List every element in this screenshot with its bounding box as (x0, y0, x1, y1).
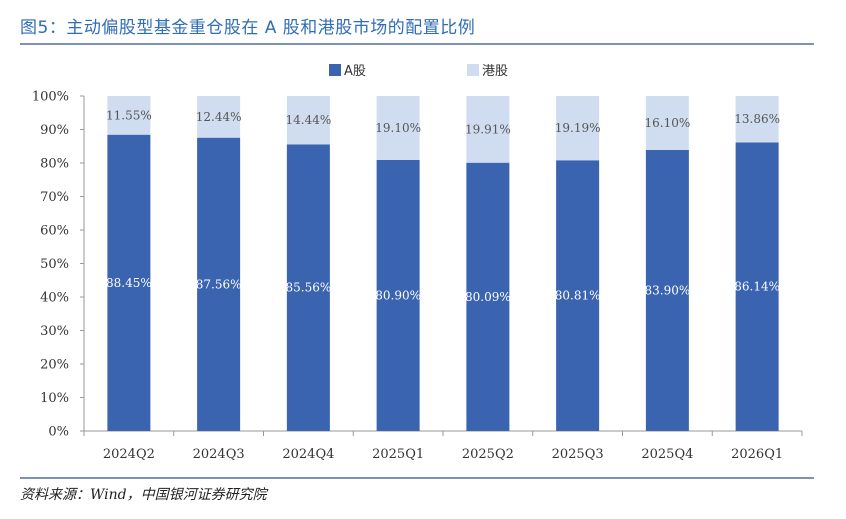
data-label-hk-share: 19.91% (465, 122, 511, 136)
y-tick-label: 10% (40, 391, 69, 406)
bar-hk-share (376, 96, 420, 160)
bar-hk-share (466, 96, 510, 163)
source-divider (20, 477, 814, 479)
title-divider (20, 43, 814, 45)
x-tick-label: 2024Q4 (282, 447, 334, 462)
bar-a-share (197, 137, 241, 431)
data-label-hk-share: 12.44% (196, 110, 242, 124)
y-tick-label: 0% (48, 425, 69, 440)
bar-hk-share (286, 96, 330, 145)
x-tick-label: 2025Q2 (462, 447, 514, 462)
data-label-a-share: 80.90% (375, 288, 421, 302)
bar-a-share (376, 159, 420, 432)
y-tick-label: 70% (40, 190, 69, 205)
data-label-a-share: 85.56% (285, 281, 331, 295)
data-label-a-share: 87.56% (196, 277, 242, 291)
data-label-hk-share: 16.10% (644, 116, 690, 130)
bar-a-share (556, 160, 600, 431)
y-tick-label: 100% (32, 90, 69, 105)
source-note: 资料来源：Wind，中国银河证券研究院 (20, 487, 267, 503)
data-label-hk-share: 13.86% (734, 112, 780, 126)
data-label-a-share: 88.45% (106, 276, 152, 290)
data-label-hk-share: 11.55% (106, 108, 152, 122)
data-label-a-share: 83.90% (644, 283, 690, 297)
data-label-hk-share: 14.44% (285, 113, 331, 127)
bar-hk-share (735, 96, 779, 143)
bar-hk-share (107, 96, 151, 135)
y-tick-label: 60% (40, 224, 69, 239)
y-tick-label: 40% (40, 291, 69, 306)
data-label-a-share: 80.09% (465, 290, 511, 304)
x-tick-label: 2026Q1 (731, 447, 783, 462)
y-tick-label: 30% (40, 324, 69, 339)
bar-hk-share (556, 96, 600, 161)
y-tick-label: 80% (40, 157, 69, 172)
bar-a-share (645, 149, 689, 431)
legend-label-hk-share: 港股 (482, 64, 508, 79)
x-tick-label: 2025Q4 (641, 447, 693, 462)
data-label-a-share: 80.81% (555, 289, 601, 303)
legend-swatch-hk-share (467, 64, 479, 76)
chart-title: 图5：主动偏股型基金重仓股在 A 股和港股市场的配置比例 (20, 18, 476, 38)
data-label-hk-share: 19.10% (375, 121, 421, 135)
data-label-a-share: 86.14% (734, 280, 780, 294)
x-tick-label: 2024Q2 (103, 447, 155, 462)
y-tick-label: 20% (40, 358, 69, 373)
bar-a-share (735, 142, 779, 431)
bar-a-share (107, 134, 151, 431)
x-tick-label: 2024Q3 (193, 447, 245, 462)
legend-label-a-share: A股 (344, 64, 366, 79)
data-label-hk-share: 19.19% (555, 121, 601, 135)
bar-a-share (466, 162, 510, 432)
x-tick-label: 2025Q3 (552, 447, 604, 462)
bar-hk-share (197, 96, 241, 138)
bar-hk-share (645, 96, 689, 150)
x-tick-label: 2025Q1 (372, 447, 424, 462)
y-tick-label: 90% (40, 123, 69, 138)
bar-a-share (286, 144, 330, 431)
y-tick-label: 50% (40, 257, 69, 272)
legend-swatch-a-share (329, 64, 341, 76)
